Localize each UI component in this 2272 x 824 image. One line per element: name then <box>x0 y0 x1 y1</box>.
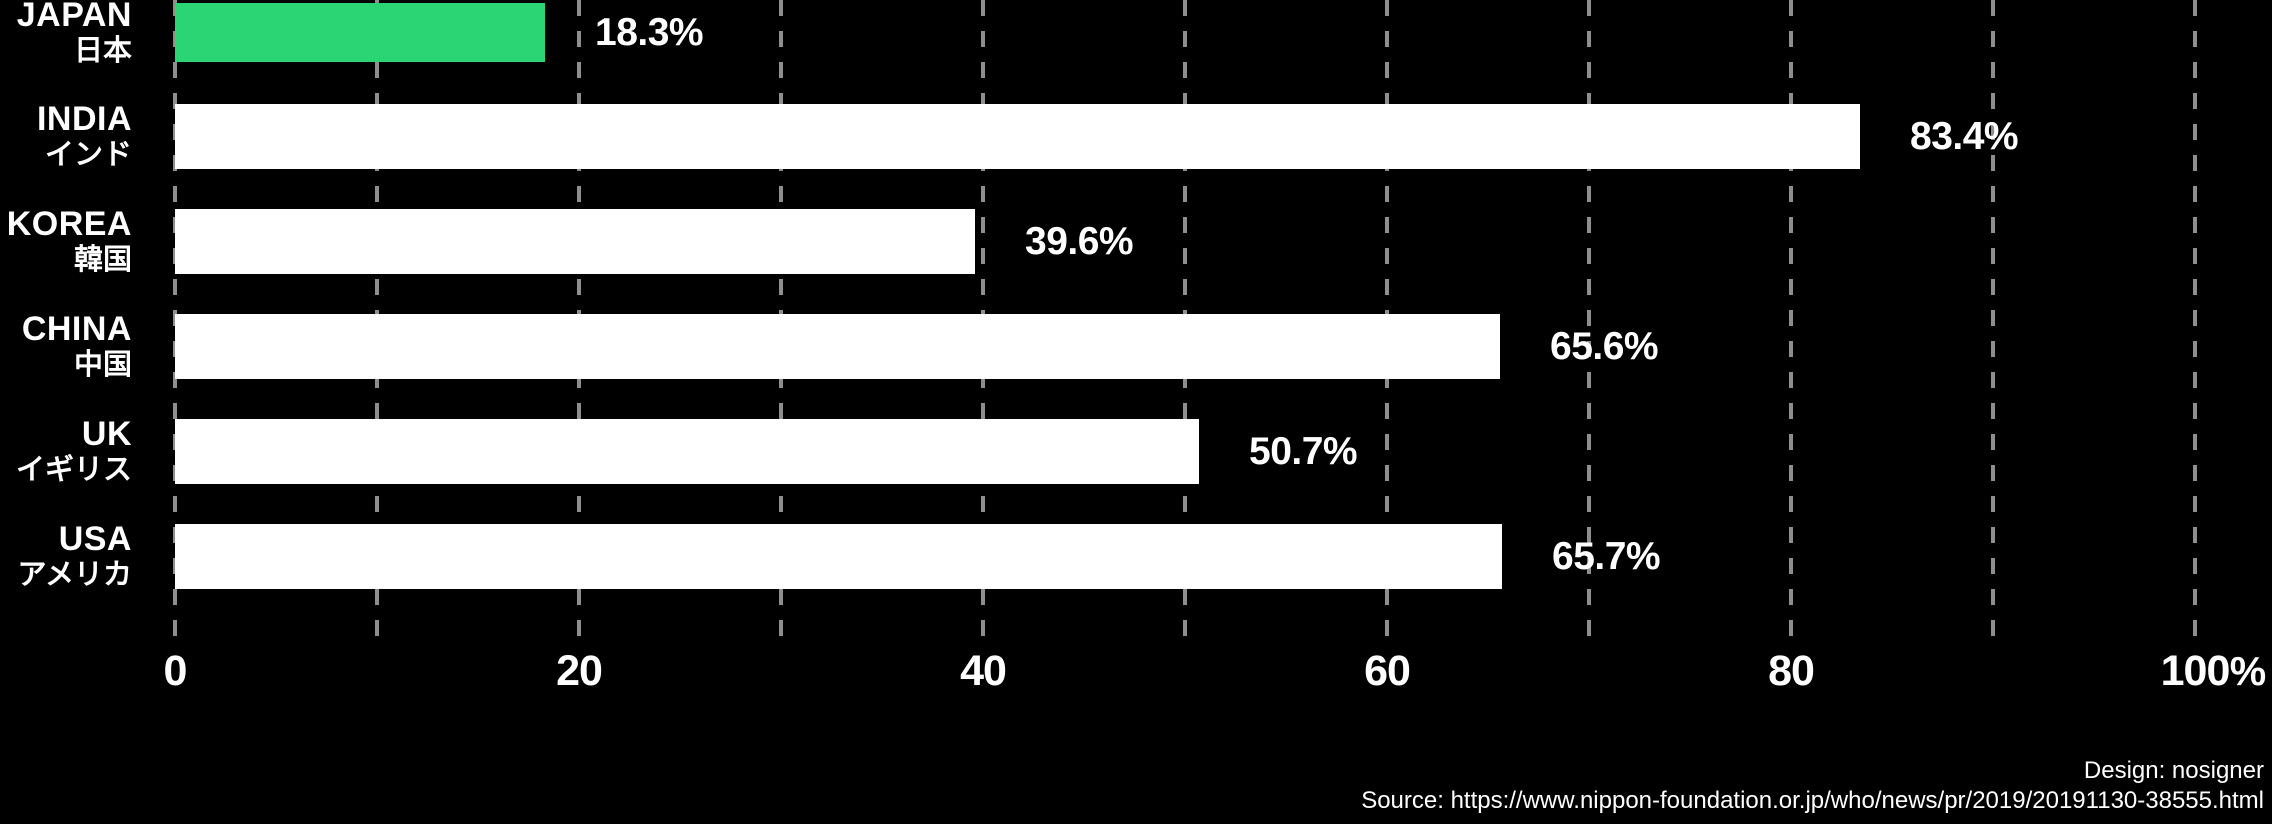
value-label-usa: 65.7% <box>1552 534 1661 578</box>
bar-korea <box>175 209 975 274</box>
country-label-usa: USA アメリカ <box>0 519 132 592</box>
country-name-en: CHINA <box>21 309 132 348</box>
x-tick-0: 0 <box>163 647 188 695</box>
x-tick-60: 60 <box>1364 647 1411 695</box>
country-name-en: JAPAN <box>16 0 132 34</box>
country-name-jp: アメリカ <box>17 558 132 591</box>
bar-india <box>175 104 1860 169</box>
value-label-korea: 39.6% <box>1025 219 1134 263</box>
credits: Design: nosigner Source: https://www.nip… <box>1361 756 2264 816</box>
gridline-90 <box>1991 0 1995 647</box>
gridline-80 <box>1789 0 1793 647</box>
value-label-japan: 18.3% <box>595 10 704 54</box>
country-name-jp: 日本 <box>73 34 132 67</box>
source-credit: Source: https://www.nippon-foundation.or… <box>1361 787 2264 814</box>
country-name-en: INDIA <box>36 99 132 138</box>
x-tick-100: 100 <box>2160 647 2231 695</box>
design-credit: Design: nosigner <box>2083 757 2264 784</box>
value-label-india: 83.4% <box>1910 114 2019 158</box>
x-tick-20: 20 <box>556 647 603 695</box>
country-name-jp: 韓国 <box>73 243 132 276</box>
bar-japan <box>175 3 545 62</box>
bar-uk <box>175 419 1199 484</box>
value-label-china: 65.6% <box>1550 324 1659 368</box>
value-label-uk: 50.7% <box>1249 429 1358 473</box>
country-label-japan: JAPAN 日本 <box>0 0 132 68</box>
country-name-en: USA <box>58 519 132 558</box>
bar-china <box>175 314 1500 379</box>
x-tick-80: 80 <box>1768 647 1815 695</box>
gridline-100 <box>2193 0 2197 647</box>
country-label-korea: KOREA 韓国 <box>0 204 132 277</box>
country-label-uk: UK イギリス <box>0 414 132 487</box>
country-name-en: UK <box>81 414 132 453</box>
country-label-india: INDIA インド <box>0 99 132 172</box>
gridline-70 <box>1587 0 1591 647</box>
country-label-china: CHINA 中国 <box>0 309 132 382</box>
country-name-en: KOREA <box>6 204 132 243</box>
x-axis-unit: % <box>2229 648 2267 694</box>
bar-usa <box>175 524 1502 589</box>
x-tick-40: 40 <box>960 647 1007 695</box>
country-name-jp: インド <box>44 138 132 171</box>
country-name-jp: 中国 <box>73 348 132 381</box>
country-name-jp: イギリス <box>15 453 132 486</box>
